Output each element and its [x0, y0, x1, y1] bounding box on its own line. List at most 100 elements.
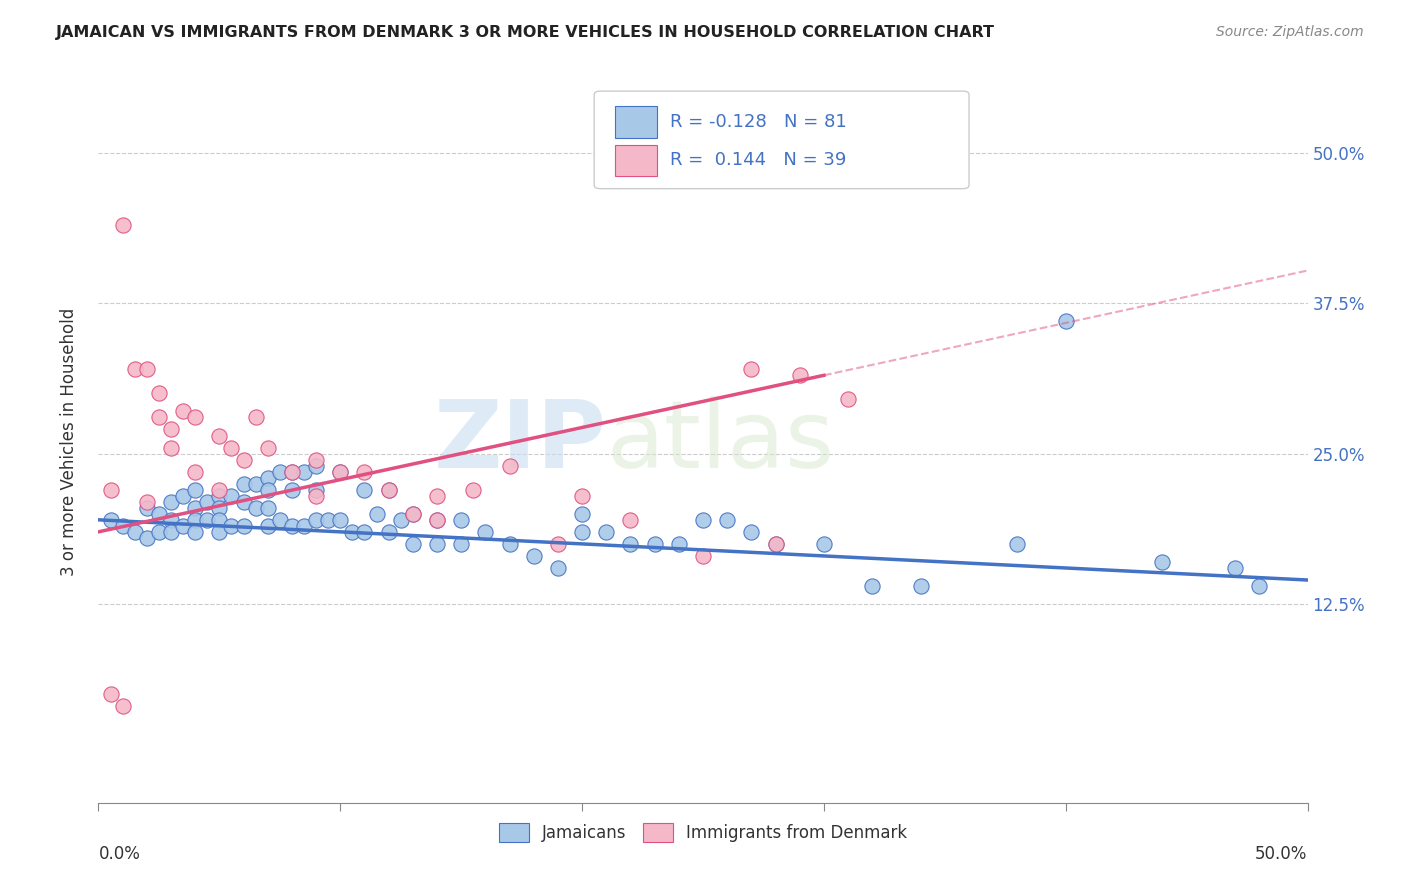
Point — [1054, 314, 1077, 328]
Point — [221, 519, 243, 533]
Point — [256, 441, 278, 455]
Text: R = -0.128   N = 81: R = -0.128 N = 81 — [671, 113, 846, 131]
Point — [208, 500, 231, 515]
Legend: Jamaicans, Immigrants from Denmark: Jamaicans, Immigrants from Denmark — [492, 816, 914, 848]
Point — [547, 537, 569, 551]
Point — [1249, 579, 1271, 593]
Point — [595, 524, 617, 539]
Point — [1223, 561, 1246, 575]
Point — [256, 483, 278, 497]
Point — [160, 494, 183, 508]
Point — [402, 507, 425, 521]
Point — [232, 452, 254, 467]
Point — [910, 579, 932, 593]
Point — [184, 500, 207, 515]
FancyBboxPatch shape — [595, 91, 969, 189]
Point — [148, 386, 170, 401]
Point — [619, 513, 641, 527]
Point — [644, 537, 666, 551]
Point — [160, 524, 183, 539]
Point — [305, 483, 328, 497]
Point — [111, 699, 134, 714]
Point — [160, 441, 183, 455]
Point — [208, 513, 231, 527]
Point — [498, 458, 520, 473]
Point — [366, 507, 388, 521]
Point — [172, 489, 194, 503]
Point — [523, 549, 546, 563]
Point — [765, 537, 787, 551]
Point — [426, 513, 449, 527]
Point — [172, 404, 194, 418]
Point — [450, 537, 472, 551]
Point — [716, 513, 738, 527]
Point — [256, 471, 278, 485]
Point — [148, 410, 170, 425]
Point — [692, 549, 714, 563]
Text: Source: ZipAtlas.com: Source: ZipAtlas.com — [1216, 25, 1364, 39]
Point — [450, 513, 472, 527]
Text: 0.0%: 0.0% — [98, 845, 141, 863]
Point — [789, 368, 811, 383]
Point — [329, 465, 352, 479]
Point — [245, 476, 267, 491]
Point — [353, 524, 375, 539]
Point — [195, 513, 218, 527]
Point — [135, 362, 157, 376]
Point — [245, 500, 267, 515]
Point — [668, 537, 690, 551]
Text: R =  0.144   N = 39: R = 0.144 N = 39 — [671, 152, 846, 169]
Point — [111, 218, 134, 232]
Point — [426, 513, 449, 527]
Point — [377, 524, 399, 539]
Text: 50.0%: 50.0% — [1256, 845, 1308, 863]
Point — [195, 494, 218, 508]
Point — [160, 423, 183, 437]
Point — [100, 687, 122, 701]
Point — [860, 579, 883, 593]
Point — [305, 513, 328, 527]
Point — [232, 476, 254, 491]
Point — [269, 465, 291, 479]
Point — [571, 489, 593, 503]
Point — [281, 465, 304, 479]
Text: atlas: atlas — [606, 395, 835, 488]
Point — [463, 483, 485, 497]
Point — [232, 519, 254, 533]
Text: ZIP: ZIP — [433, 395, 606, 488]
Point — [135, 494, 157, 508]
Point — [305, 458, 328, 473]
Y-axis label: 3 or more Vehicles in Household: 3 or more Vehicles in Household — [59, 308, 77, 575]
Point — [208, 489, 231, 503]
Point — [256, 500, 278, 515]
Point — [571, 507, 593, 521]
Point — [100, 513, 122, 527]
Point — [547, 561, 569, 575]
Point — [124, 362, 146, 376]
Point — [619, 537, 641, 551]
Point — [377, 483, 399, 497]
Point — [389, 513, 412, 527]
Point — [837, 392, 859, 407]
Point — [316, 513, 339, 527]
Point — [1007, 537, 1029, 551]
Point — [342, 524, 364, 539]
Point — [402, 537, 425, 551]
Point — [426, 537, 449, 551]
Point — [353, 465, 375, 479]
Point — [184, 410, 207, 425]
Point — [474, 524, 496, 539]
Point — [353, 483, 375, 497]
Point — [329, 465, 352, 479]
Point — [765, 537, 787, 551]
Point — [498, 537, 520, 551]
Point — [426, 489, 449, 503]
Point — [1152, 555, 1174, 569]
Point — [221, 441, 243, 455]
FancyBboxPatch shape — [614, 145, 657, 177]
Point — [292, 519, 315, 533]
Point — [305, 452, 328, 467]
Point — [184, 524, 207, 539]
Point — [256, 519, 278, 533]
Text: JAMAICAN VS IMMIGRANTS FROM DENMARK 3 OR MORE VEHICLES IN HOUSEHOLD CORRELATION : JAMAICAN VS IMMIGRANTS FROM DENMARK 3 OR… — [56, 25, 995, 40]
